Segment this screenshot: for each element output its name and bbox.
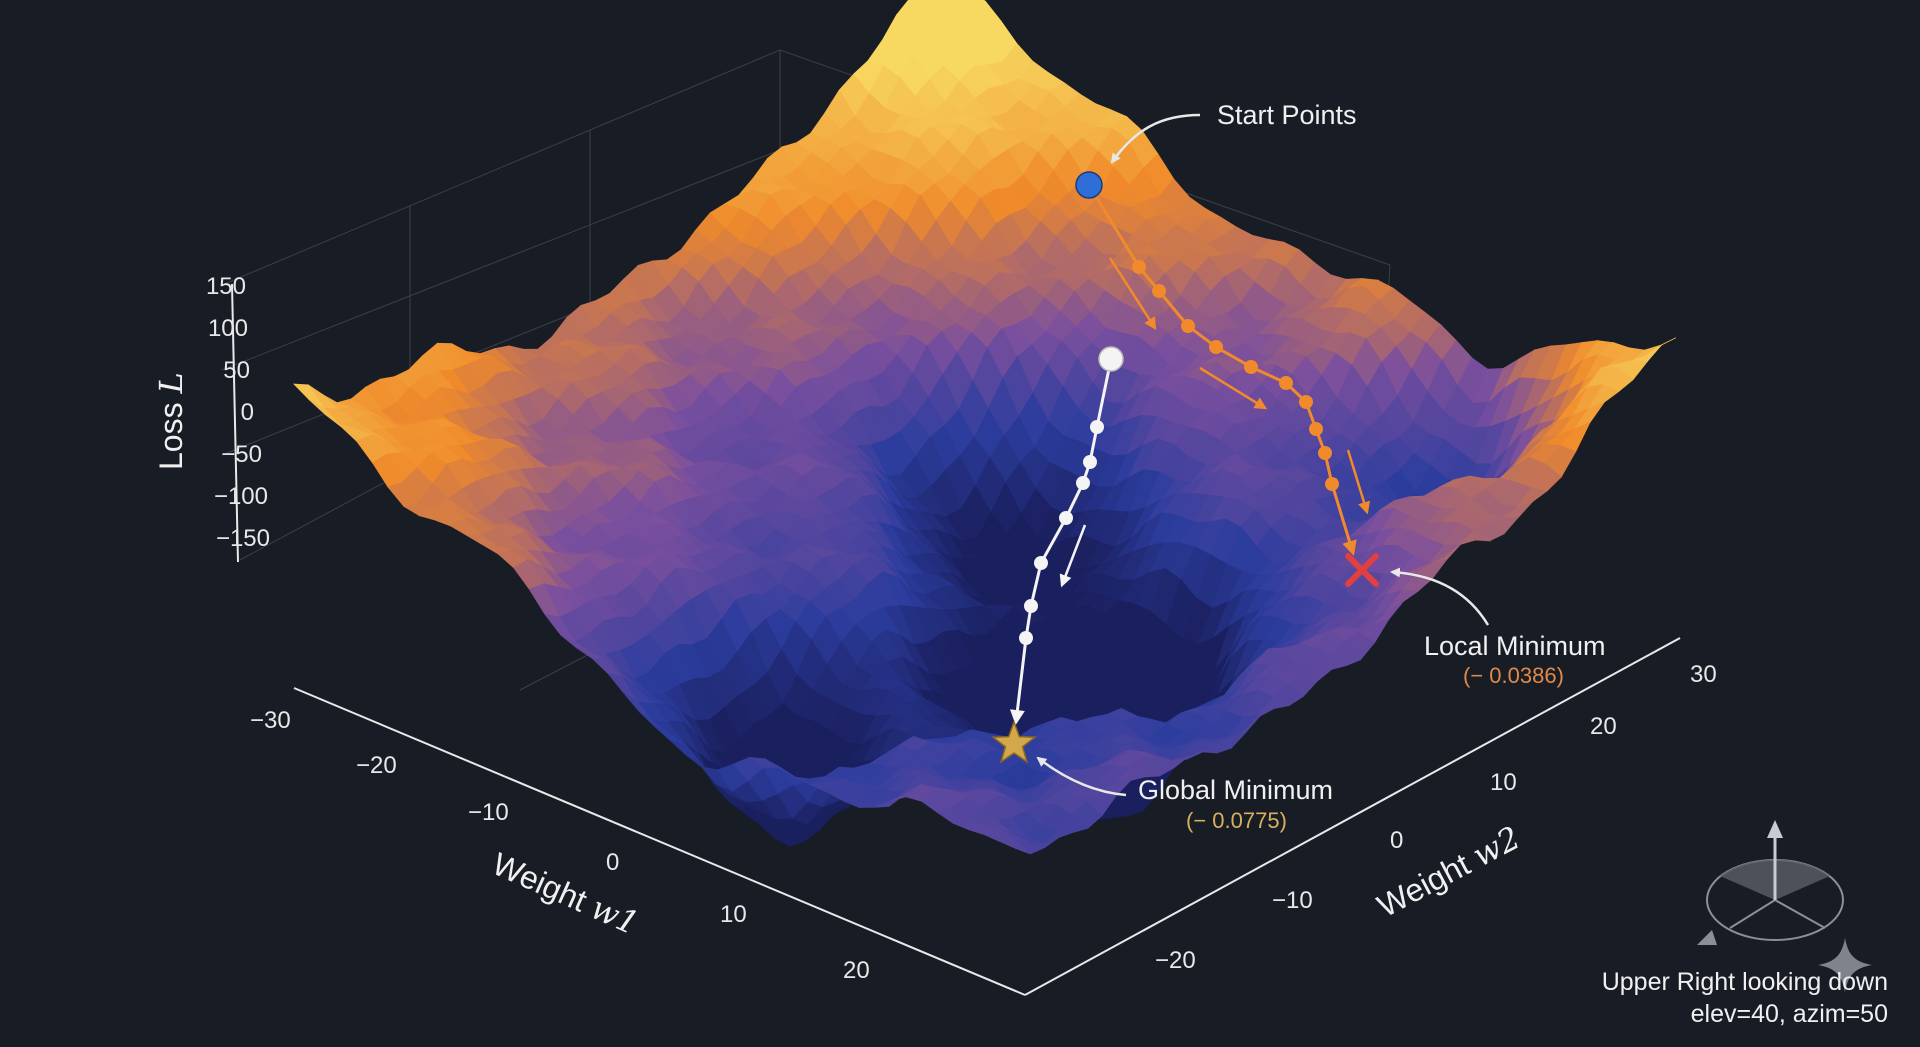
orange-path-point [1244, 360, 1258, 374]
local-min-value: (− 0.0386) [1463, 663, 1564, 688]
surface-facet [935, 0, 947, 5]
start-points-label: Start Points [1217, 100, 1357, 130]
orange-direction-arrow [1108, 257, 1157, 331]
w1-tick: 10 [720, 901, 747, 928]
view-params: elev=40, azim=50 [1691, 1000, 1888, 1028]
w2-tick: 20 [1590, 713, 1617, 740]
w2-tick: −10 [1272, 887, 1313, 914]
blue-start-point [1075, 171, 1103, 199]
orange-path-point [1132, 260, 1146, 274]
surface-facet [998, 839, 1031, 855]
white-path-point [1034, 556, 1048, 570]
orange-path-arrow [1330, 483, 1357, 556]
w2-tick: −20 [1155, 947, 1196, 974]
global-min-value: (− 0.0775) [1186, 808, 1287, 833]
orange-direction-arrow [1346, 449, 1371, 515]
orange-path-point [1318, 446, 1332, 460]
w2-tick: 30 [1690, 661, 1717, 688]
orange-path-point [1325, 477, 1339, 491]
z-tick: −150 [216, 525, 270, 552]
z-tick: −50 [221, 441, 262, 468]
w1-tick: 20 [843, 957, 870, 984]
view-caption: Upper Right looking down [1602, 968, 1888, 996]
optimizer-paths [1009, 171, 1371, 725]
white-start-point [1098, 346, 1124, 372]
local-min-label: Local Minimum [1424, 631, 1606, 661]
view-orientation-icon: Upper Right looking down elev=40, azim=5… [1602, 820, 1888, 1028]
orange-path-point [1209, 340, 1223, 354]
global-minimum-star [991, 719, 1037, 764]
white-path-arrow [1009, 637, 1028, 725]
orange-path-point [1181, 319, 1195, 333]
annotation-start: Start Points [1110, 100, 1357, 164]
annotation-local-min: Local Minimum (− 0.0386) [1390, 567, 1606, 688]
z-tick: 50 [223, 357, 250, 384]
white-path-point [1019, 631, 1033, 645]
w1-tick: −10 [468, 799, 509, 826]
w2-tick: 10 [1490, 769, 1517, 796]
w1-axis-label: Weight w1 [487, 845, 645, 943]
white-path-point [1076, 476, 1090, 490]
orange-direction-arrow [1199, 366, 1268, 410]
local-minimum-cross [1345, 553, 1379, 587]
white-path-point [1083, 455, 1097, 469]
z-tick: 150 [206, 273, 246, 300]
w1-tick: 0 [606, 849, 619, 876]
global-min-label: Global Minimum [1138, 775, 1333, 805]
orange-path-point [1279, 376, 1293, 390]
annotation-global-min: Global Minimum (− 0.0775) [1036, 756, 1333, 833]
white-path-point [1059, 511, 1073, 525]
z-axis: 150 100 50 0 −50 −100 −150 Loss L [152, 273, 270, 563]
w2-tick: 0 [1390, 827, 1403, 854]
white-path-point [1024, 599, 1038, 613]
white-path-point [1090, 420, 1104, 434]
w1-tick: −30 [250, 707, 291, 734]
z-tick: 100 [208, 315, 248, 342]
orange-path-point [1299, 395, 1313, 409]
orange-path-point [1152, 284, 1166, 298]
loss-surface [292, 0, 1677, 855]
orange-path-point [1309, 422, 1323, 436]
z-tick: 0 [241, 399, 254, 426]
z-axis-label: Loss L [152, 372, 190, 470]
w1-tick: −20 [356, 752, 397, 779]
white-direction-arrow [1059, 524, 1087, 588]
z-tick: −100 [214, 483, 268, 510]
